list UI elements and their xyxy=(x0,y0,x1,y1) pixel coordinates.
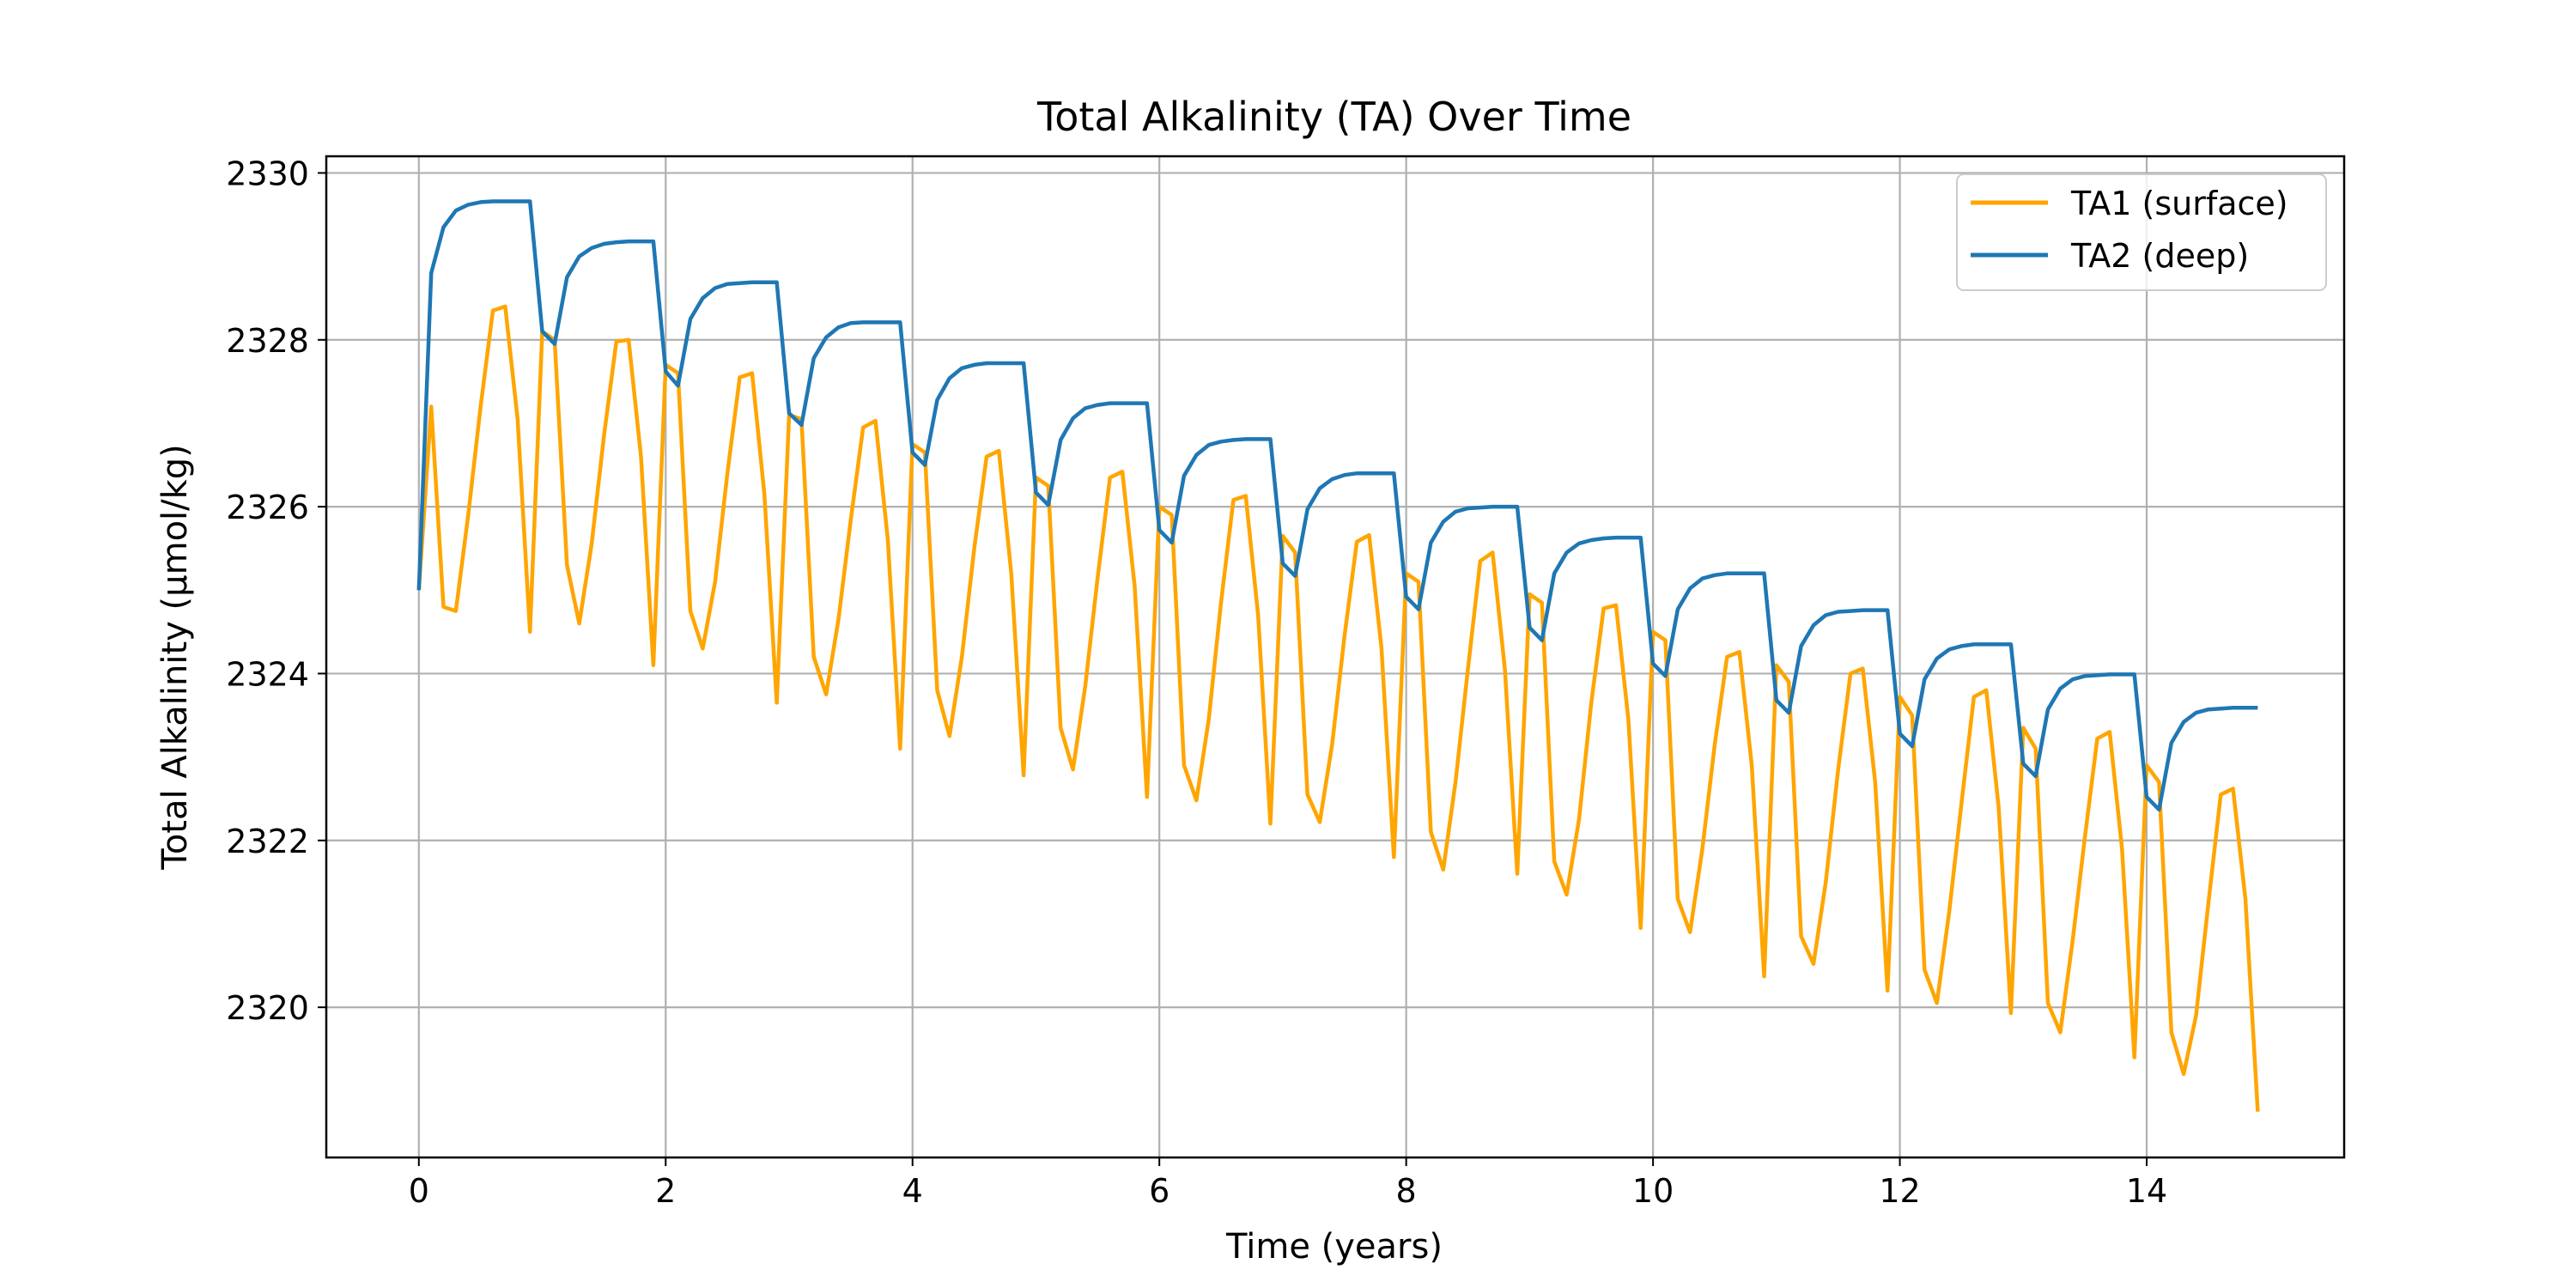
series-line-ta2 xyxy=(416,199,2258,812)
x-tick-label: 6 xyxy=(1149,1172,1170,1210)
y-tick-label: 2330 xyxy=(226,155,309,192)
y-axis-label: Total Alkalinity (µmol/kg) xyxy=(155,444,195,871)
series-lines xyxy=(416,199,2260,1112)
series-line-ta1 xyxy=(416,304,2260,1112)
x-tick-label: 14 xyxy=(2126,1172,2167,1210)
y-tick-label: 2326 xyxy=(226,489,309,526)
x-tick-label: 10 xyxy=(1632,1172,1674,1210)
legend-label-ta2: TA2 (deep) xyxy=(2070,237,2249,275)
x-tick-label: 2 xyxy=(655,1172,676,1210)
x-axis: 0 2 4 6 8 10 12 14 xyxy=(409,1157,2167,1210)
y-tick-label: 2320 xyxy=(226,989,309,1027)
legend: TA1 (surface) TA2 (deep) xyxy=(1956,173,2327,291)
x-tick-label: 8 xyxy=(1396,1172,1417,1210)
x-tick-label: 12 xyxy=(1879,1172,1920,1210)
legend-frame xyxy=(1956,173,2327,291)
x-tick-label: 4 xyxy=(902,1172,923,1210)
plot-area-frame xyxy=(325,155,2346,1159)
legend-label-ta1: TA1 (surface) xyxy=(2070,185,2288,222)
y-tick-label: 2322 xyxy=(226,823,309,860)
y-tick-label: 2324 xyxy=(226,655,309,693)
y-axis: 2320 2322 2324 2326 2328 2330 xyxy=(226,155,326,1027)
y-tick-label: 2328 xyxy=(226,322,309,360)
x-tick-label: 0 xyxy=(409,1172,429,1210)
x-axis-label: Time (years) xyxy=(1225,1227,1443,1267)
grid-lines xyxy=(326,156,2344,1157)
chart-title: Total Alkalinity (TA) Over Time xyxy=(1036,94,1631,140)
